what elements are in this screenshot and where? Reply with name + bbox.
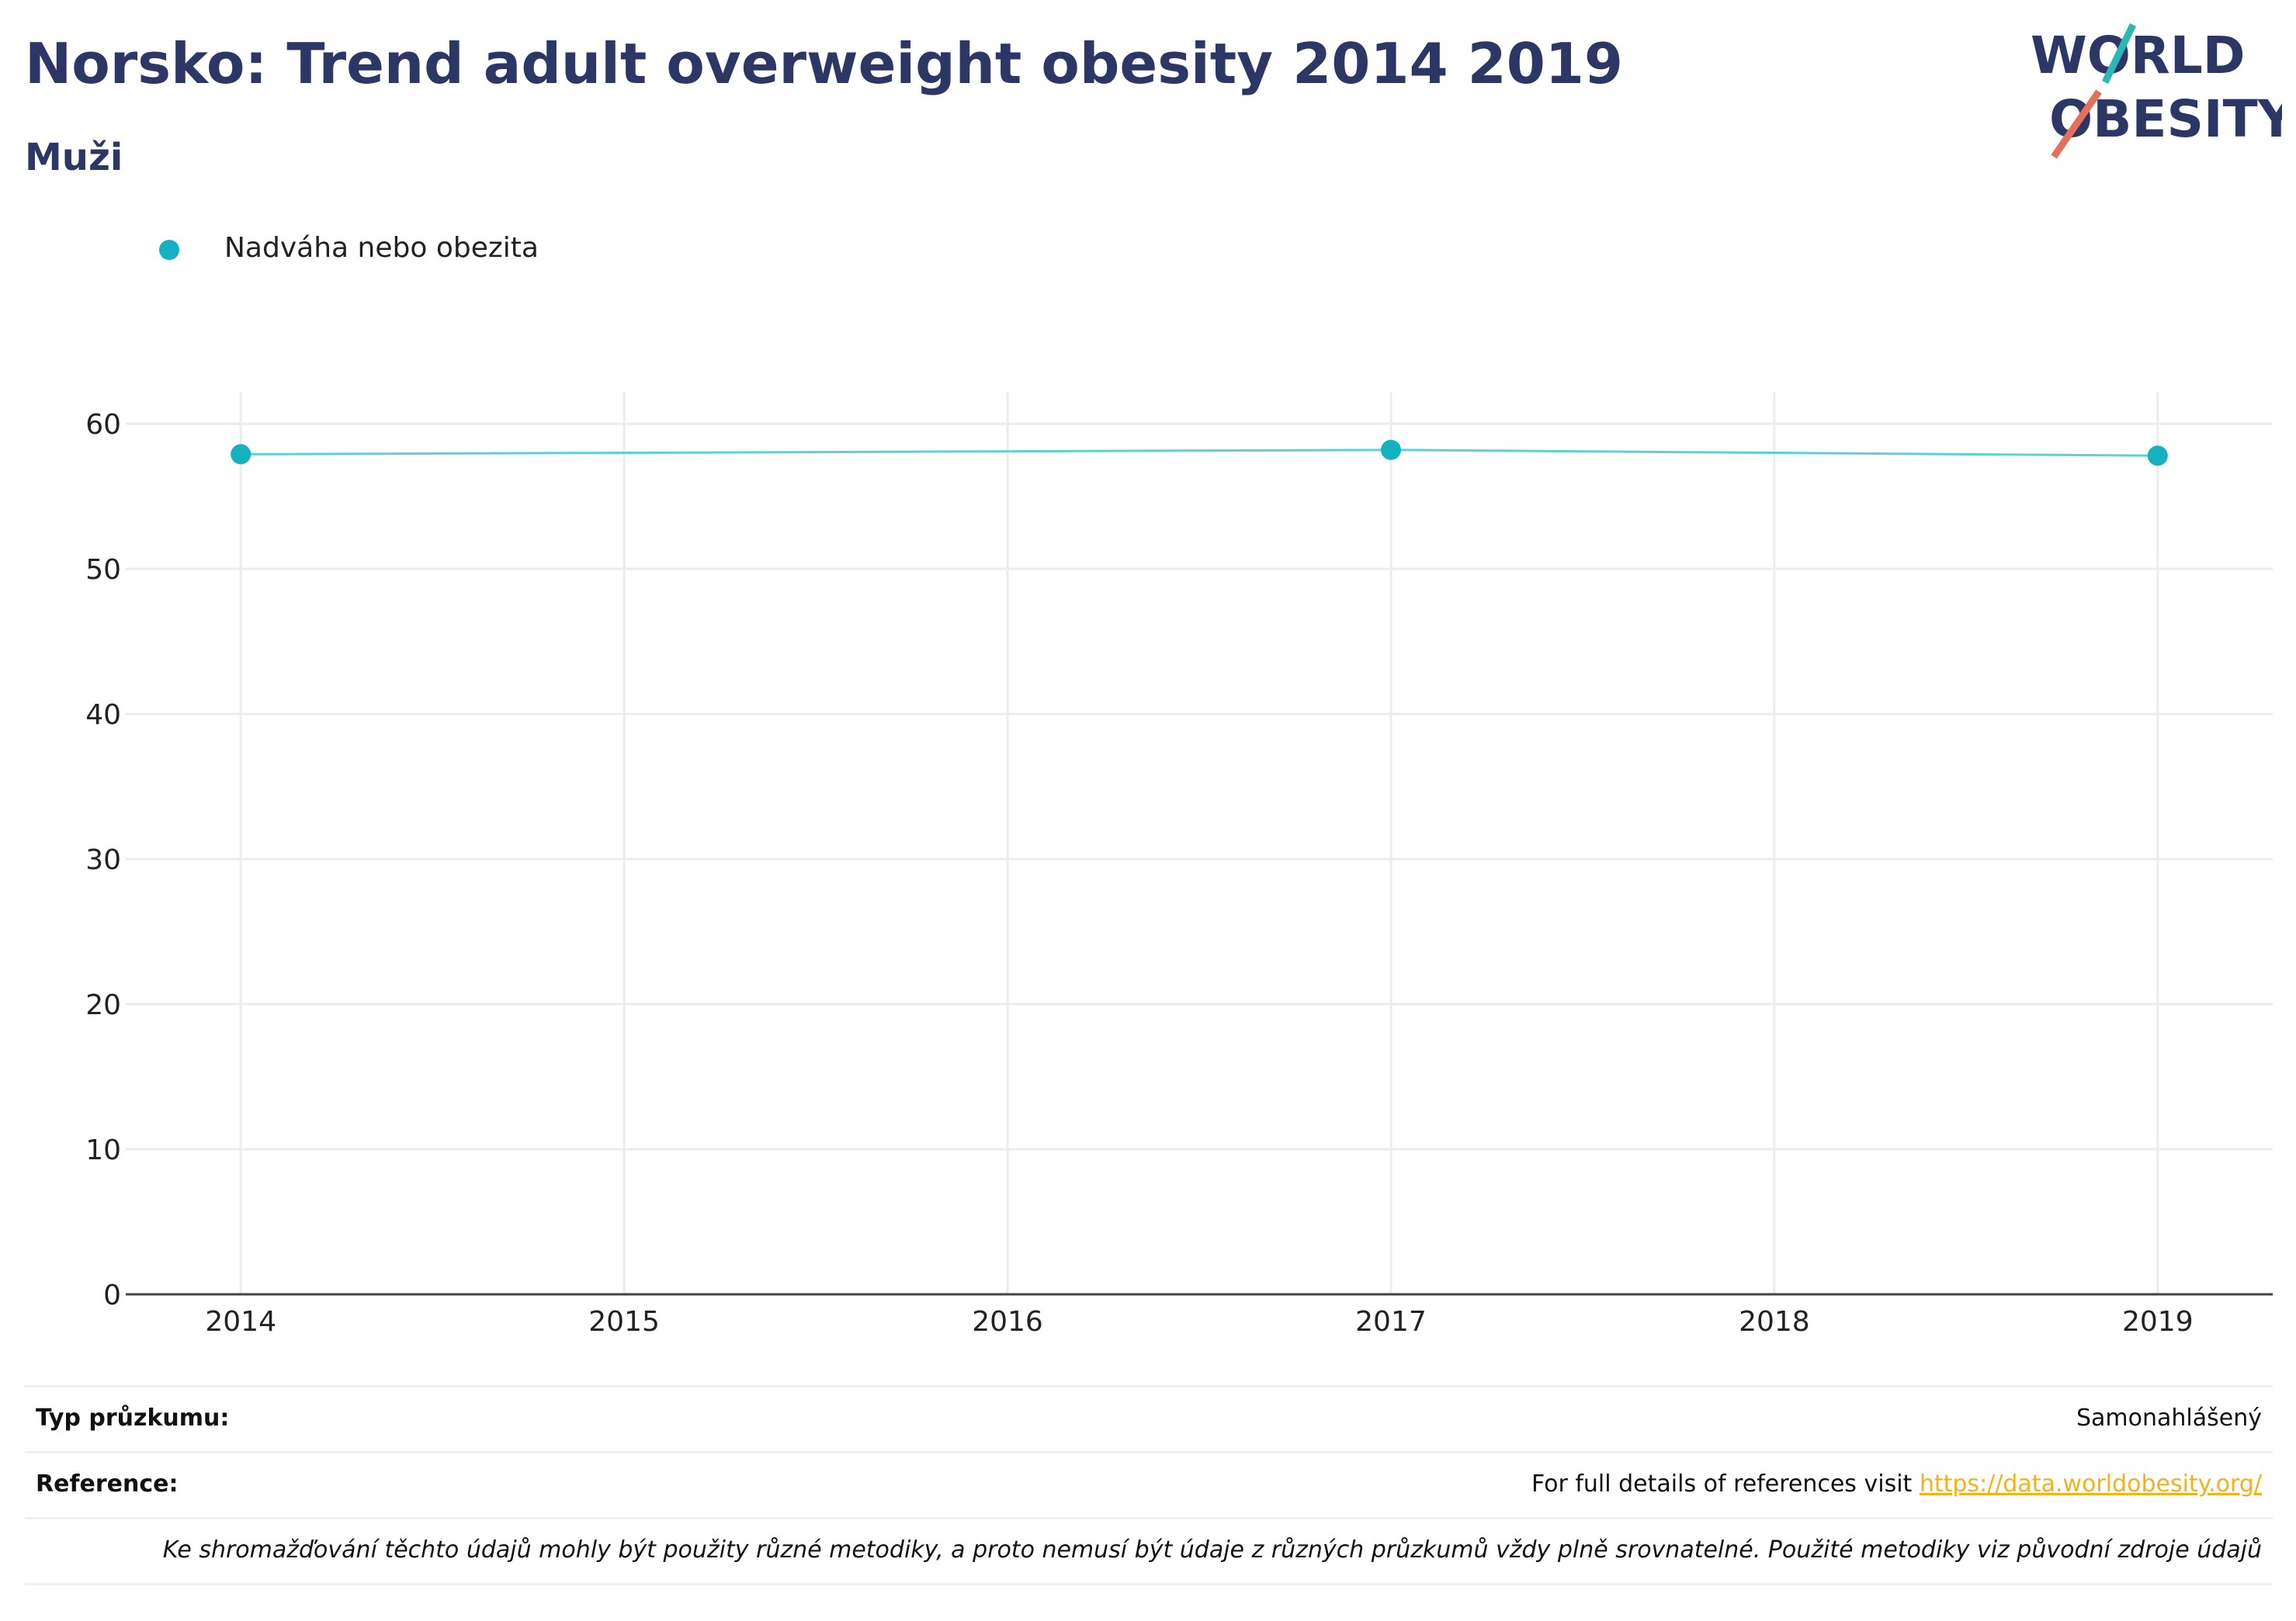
x-tick-label: 2014	[205, 1306, 276, 1338]
x-tick-label: 2015	[588, 1306, 660, 1338]
reference-value: For full details of references visit htt…	[1531, 1470, 2262, 1498]
y-tick-label: 0	[103, 1280, 121, 1311]
x-tick-label: 2019	[2122, 1306, 2194, 1338]
reference-link[interactable]: https://data.worldobesity.org/	[1919, 1470, 2262, 1498]
logo-word-world: WORLD	[2031, 26, 2246, 85]
chart-subtitle: Muži	[25, 136, 123, 179]
y-tick-label: 30	[85, 844, 121, 876]
y-tick-label: 60	[85, 409, 121, 441]
y-tick-label: 20	[85, 989, 121, 1021]
logo-slash-teal	[2101, 23, 2137, 84]
logo-slash-coral	[2051, 89, 2102, 159]
y-tick-label: 10	[85, 1134, 121, 1166]
data-point	[2147, 445, 2168, 466]
footer-row-note: Ke shromažďování těchto údajů mohly být …	[25, 1517, 2273, 1585]
reference-label: Reference:	[36, 1470, 179, 1498]
logo-word-obesity: OBESITY	[2049, 89, 2282, 149]
footer-row-survey-type: Typ průzkumu: Samonahlášený	[25, 1385, 2273, 1451]
y-tick-label: 50	[85, 554, 121, 586]
x-tick-label: 2018	[1739, 1306, 1810, 1338]
x-tick-label: 2016	[972, 1306, 1043, 1338]
data-point	[1380, 439, 1401, 460]
chart-title: Norsko: Trend adult overweight obesity 2…	[25, 31, 1623, 96]
legend-marker	[159, 240, 179, 260]
info-footer: Typ průzkumu: Samonahlášený Reference: F…	[25, 1385, 2273, 1585]
footer-row-reference: Reference: For full details of reference…	[25, 1451, 2273, 1517]
y-tick-label: 40	[85, 699, 121, 731]
world-obesity-logo: WORLD OBESITY	[2031, 23, 2282, 159]
x-tick-label: 2017	[1355, 1306, 1427, 1338]
reference-text: For full details of references visit	[1531, 1470, 1920, 1498]
survey-type-value: Samonahlášený	[2076, 1405, 2262, 1432]
methodology-note: Ke shromažďování těchto údajů mohly být …	[162, 1536, 2262, 1564]
survey-type-label: Typ průzkumu:	[36, 1405, 230, 1432]
series-line	[241, 449, 2158, 457]
line-chart: 0 10 20 30 40 50 60 2014 2015 2016 2017 2018 2019	[85, 392, 2273, 1338]
data-point	[231, 444, 251, 465]
legend-label: Nadváha nebo obezita	[224, 232, 539, 264]
